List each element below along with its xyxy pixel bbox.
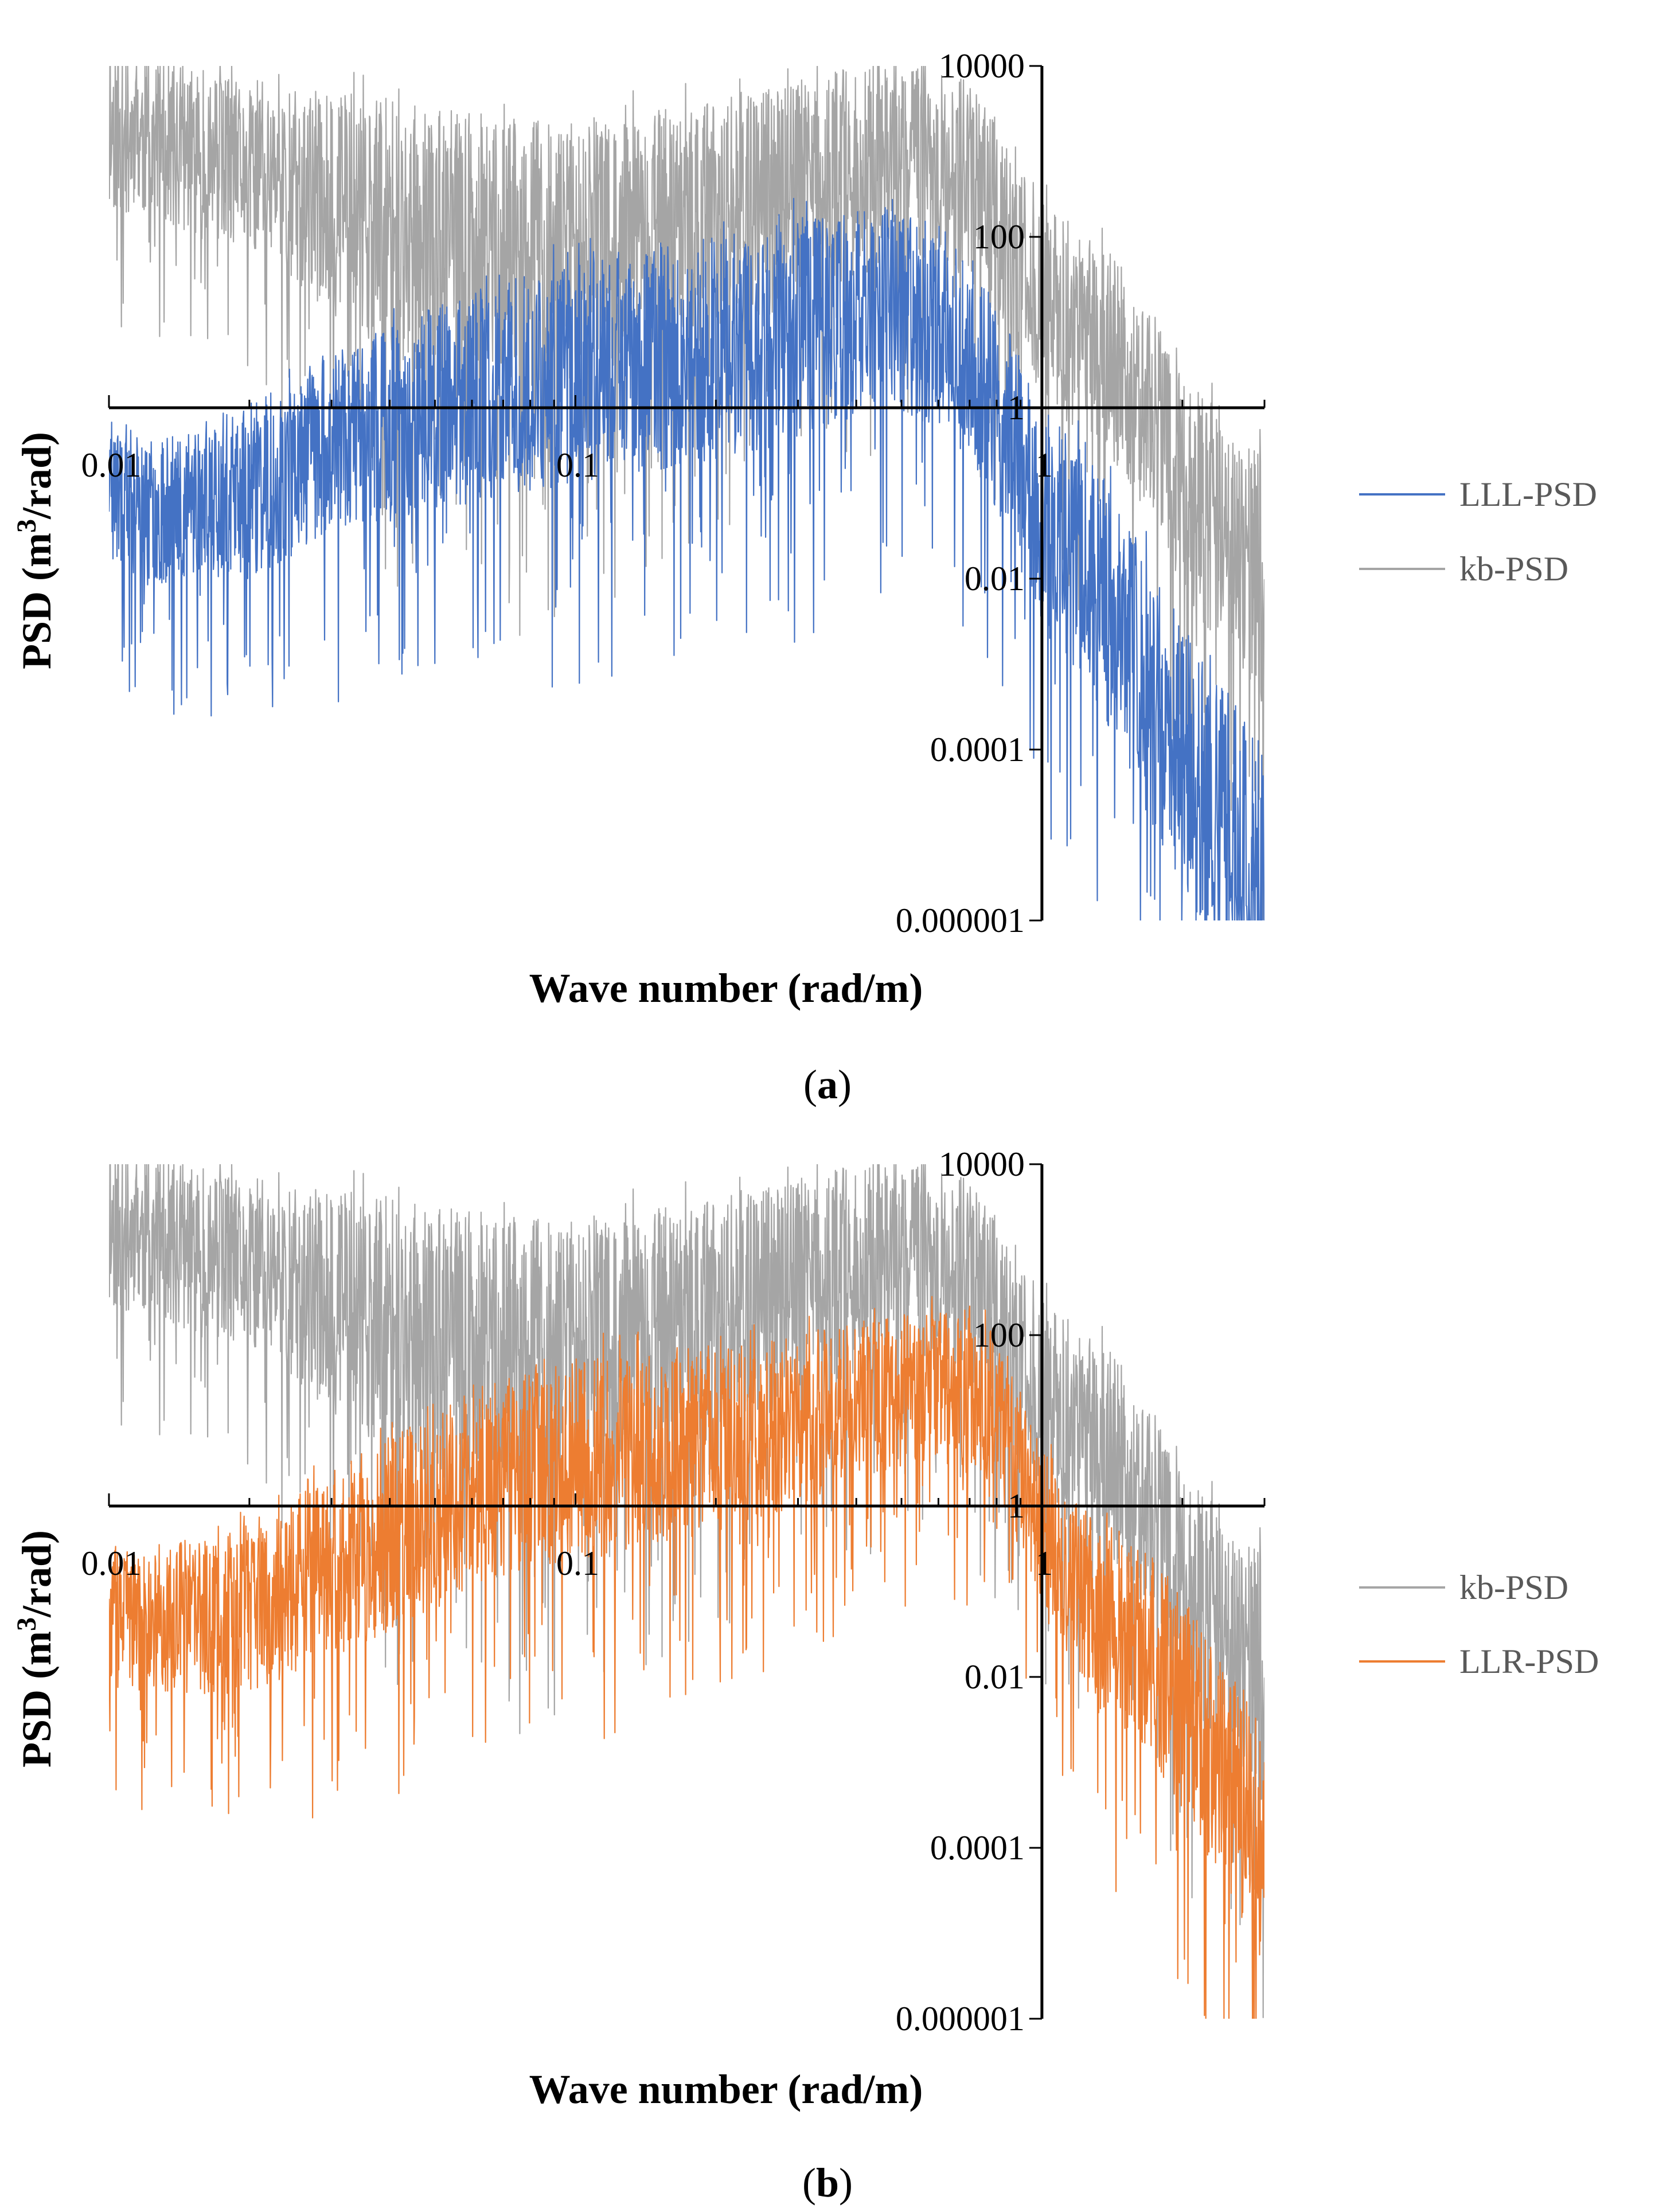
chart-a-y-axis-title: PSD (m3/rad) — [11, 432, 60, 669]
chart-a-legend-label-lll-psd: LLL-PSD — [1459, 475, 1597, 513]
chart-a-x-tick-label: 1 — [1036, 446, 1053, 484]
chart-a-y-axis-title-suffix: /rad) — [14, 432, 60, 520]
chart-b-x-tick-label: 1 — [1036, 1544, 1053, 1582]
chart-a-y-axis-title-prefix: PSD (m — [14, 533, 60, 669]
chart-a-axes — [108, 65, 1266, 922]
chart-b-legend-label-llr-psd: LLR-PSD — [1459, 1643, 1599, 1680]
chart-a-caption-letter: a — [817, 1062, 838, 1107]
chart-a-y-tick-label: 0.01 — [965, 560, 1025, 598]
chart-b-y-tick-label: 1 — [1008, 1487, 1025, 1525]
chart-a-series-lll-psd-line — [109, 198, 1264, 920]
chart-b-y-tick-label: 100 — [973, 1316, 1025, 1354]
chart-a-x-tick-label: 0.1 — [556, 446, 599, 484]
chart-b-x-axis-title: Wave number (rad/m) — [529, 2066, 923, 2112]
chart-b-caption-letter: b — [816, 2160, 839, 2206]
chart-b-legend: kb-PSD LLR-PSD — [1359, 1569, 1599, 1680]
chart-b-series-llr-psd-line — [109, 1296, 1264, 2019]
chart-b-y-axis-title-superscript: 3 — [11, 1617, 42, 1631]
chart-b-x-tick-labels: 0.01 0.1 1 — [81, 1544, 1053, 1582]
chart-b-caption: (b) — [802, 2160, 853, 2206]
chart-panel-a: 10000 100 1 0.01 0.0001 0.000001 0.01 0.1 1 Wav… — [11, 47, 1597, 1107]
chart-a-x-tick-label: 0.01 — [81, 446, 142, 484]
chart-a-x-tick-labels: 0.01 0.1 1 — [81, 446, 1053, 484]
chart-a-y-tick-label: 0.0001 — [930, 731, 1025, 768]
chart-b-x-tick-label: 0.01 — [81, 1544, 142, 1582]
chart-b-y-axis-title: PSD (m3/rad) — [11, 1530, 60, 1768]
chart-a-series-kb-psd-line — [109, 66, 1264, 920]
chart-b-y-tick-label: 0.0001 — [930, 1829, 1025, 1867]
chart-a-legend: LLL-PSD kb-PSD — [1359, 475, 1597, 588]
chart-a-y-tick-label: 1 — [1008, 389, 1025, 427]
chart-a-y-tick-label: 100 — [973, 218, 1025, 256]
chart-b-y-tick-label: 0.01 — [965, 1658, 1025, 1696]
chart-panel-b: 10000 100 1 0.01 0.0001 0.000001 0.01 0.1 1 Wav… — [11, 1145, 1599, 2206]
chart-b-y-axis-title-prefix: PSD (m — [14, 1631, 60, 1768]
chart-a-series-layer — [109, 66, 1264, 920]
chart-a-x-axis-title: Wave number (rad/m) — [529, 965, 923, 1011]
chart-b-y-tick-label: 10000 — [939, 1145, 1025, 1183]
chart-a-legend-label-kb-psd: kb-PSD — [1459, 550, 1568, 588]
chart-b-legend-label-kb-psd: kb-PSD — [1459, 1569, 1568, 1606]
chart-b-series-kb-psd-line — [109, 1164, 1264, 2018]
chart-a-y-axis-title-superscript: 3 — [11, 519, 42, 533]
chart-b-y-tick-labels: 10000 100 1 0.01 0.0001 0.000001 — [896, 1145, 1025, 2038]
chart-b-y-axis-title-suffix: /rad) — [14, 1530, 60, 1618]
chart-b-x-tick-label: 0.1 — [556, 1544, 599, 1582]
chart-b-y-tick-label: 0.000001 — [896, 2000, 1025, 2038]
chart-a-y-tick-labels: 10000 100 1 0.01 0.0001 0.000001 — [896, 47, 1025, 939]
chart-b-series-layer — [109, 1164, 1264, 2019]
chart-a-y-tick-label: 0.000001 — [896, 902, 1025, 939]
chart-a-caption: (a) — [803, 1062, 852, 1107]
chart-a-y-tick-label: 10000 — [939, 47, 1025, 85]
chart-b-axes — [108, 1163, 1266, 2020]
